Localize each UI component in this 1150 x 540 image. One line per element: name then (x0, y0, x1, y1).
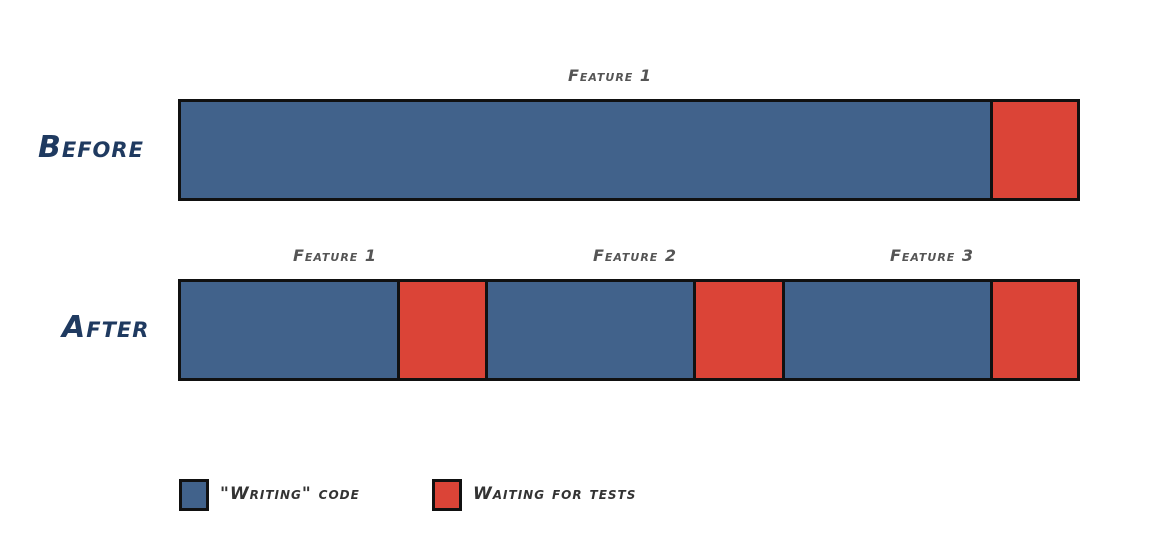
segment-waiting-tests (693, 279, 785, 381)
feature-label-after-3: Feature 3 (889, 246, 975, 265)
row-label-after: After (62, 310, 150, 345)
row-label-before: Before (38, 130, 144, 165)
segment-waiting-tests (990, 279, 1080, 381)
segment-writing-code (178, 99, 993, 201)
segment-waiting-tests (990, 99, 1080, 201)
legend-swatch-waiting (432, 479, 462, 511)
legend-swatch-writing (179, 479, 209, 511)
feature-label-before-1: Feature 1 (567, 66, 653, 85)
feature-label-after-2: Feature 2 (592, 246, 678, 265)
segment-waiting-tests (397, 279, 488, 381)
legend-label-waiting: Waiting for tests (473, 484, 637, 504)
legend-label-writing: "Writing" code (220, 484, 360, 504)
feature-label-after-1: Feature 1 (292, 246, 378, 265)
segment-writing-code (782, 279, 993, 381)
segment-writing-code (485, 279, 696, 381)
segment-writing-code (178, 279, 400, 381)
